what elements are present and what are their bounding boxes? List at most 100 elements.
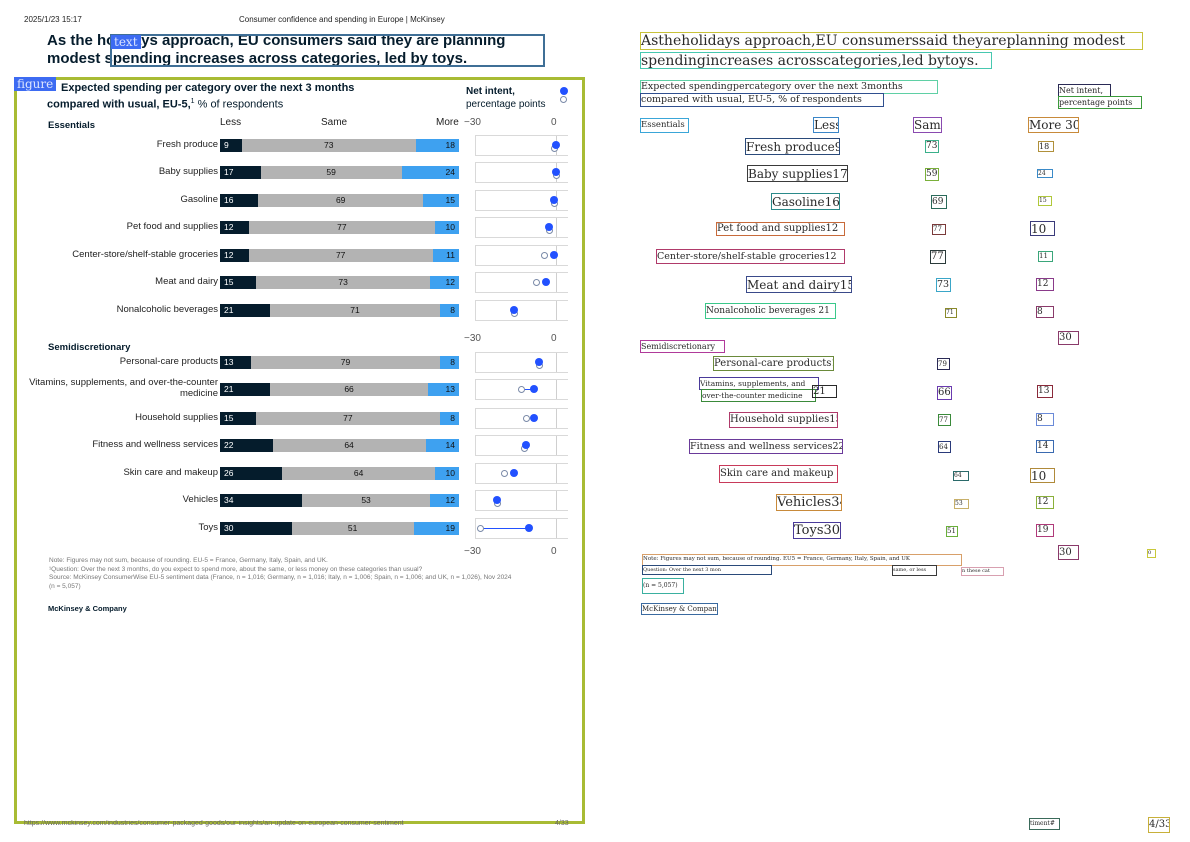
chart-subtitle-footnote: 1 [190, 98, 195, 105]
net-intent-cell [475, 135, 568, 156]
intent-dot [529, 385, 538, 393]
category-label: Fitness and wellness services [92, 439, 218, 450]
bar-segment-same: 73 [255, 276, 431, 289]
bar-segment-more: 24 [401, 166, 459, 179]
ocr-box-r13m: 12 [1036, 496, 1054, 509]
intent-dot [549, 196, 558, 204]
bar-segment-less: 22 [220, 439, 273, 452]
stacked-bar: 30 51 19 [220, 522, 459, 535]
bar-segment-more: 19 [413, 522, 459, 535]
intent-dot [542, 278, 551, 286]
ocr-box-r12: Skin care and makeup 26 [719, 465, 838, 483]
bar-segment-same: 51 [291, 522, 414, 535]
stacked-bar: 26 64 10 [220, 467, 459, 480]
ocr-box-footer-mid: timent# [1029, 818, 1060, 830]
net-intent-cell [475, 217, 568, 238]
ocr-box-r2m: 24 [1037, 169, 1053, 178]
footer-url[interactable]: https://www.mckinsey.com/industries/cons… [24, 820, 404, 827]
bar-segment-more: 15 [423, 194, 459, 207]
stacked-bar: 12 77 11 [220, 249, 459, 262]
ocr-box-r10s: 77 [938, 414, 951, 426]
change-arrow [483, 528, 529, 529]
intent-dot [522, 441, 531, 449]
column-less: Less [220, 117, 242, 128]
section-essentials: Essentials [48, 120, 95, 131]
ocr-box-r11s: 64 [938, 441, 951, 453]
bar-segment-same: 64 [282, 467, 436, 480]
bar-segment-less: 15 [220, 276, 256, 289]
bar-segment-more: 12 [430, 494, 459, 507]
ocr-box-bottom30: 30 [1058, 545, 1079, 560]
zero-line [556, 409, 557, 428]
ocr-box-r14m: 19 [1036, 524, 1054, 537]
ocr-box-r12m: 10 [1030, 468, 1055, 483]
bar-segment-more: 8 [439, 356, 459, 369]
bar-segment-less: 26 [220, 467, 283, 480]
category-label: Vehicles [182, 494, 218, 505]
ocr-box-same: Same [913, 117, 942, 133]
ocr-box-r2: Baby supplies17 [747, 165, 848, 182]
usual-dot [476, 525, 484, 532]
footer-page-number: 4/33 [555, 820, 569, 827]
ocr-box-r4: Pet food and supplies12 [716, 222, 845, 236]
ocr-box-r11m: 14 [1036, 440, 1054, 453]
chart-subtitle-line2-prefix: compared with usual, EU-5, [47, 98, 191, 111]
ocr-box-note4: n these cat [961, 567, 1004, 576]
stacked-bar: 34 53 12 [220, 494, 459, 507]
column-same: Same [321, 117, 348, 128]
ocr-box-r6s: 73 [936, 278, 951, 292]
bar-segment-more: 18 [415, 139, 459, 152]
bar-segment-less: 15 [220, 412, 256, 425]
ocr-box-r8s: 79 [937, 358, 950, 370]
net-axis-min-2: −30 [464, 333, 481, 344]
bar-segment-more: 10 [435, 467, 459, 480]
bar-segment-more: 10 [434, 221, 459, 234]
ocr-box-bottom0: 0 [1147, 549, 1156, 558]
category-label: Meat and dairy [155, 276, 218, 287]
chart-subtitle-line2-suffix: % of respondents [194, 98, 284, 111]
ocr-box-r13s: 53 [954, 499, 969, 509]
ocr-box-r1: Fresh produce9 [745, 138, 840, 155]
ocr-box-r6m: 12 [1036, 278, 1054, 291]
ocr-box-r9s: 66 [937, 386, 952, 400]
ocr-box-r1m: 18 [1038, 141, 1054, 152]
bar-segment-more: 8 [439, 304, 459, 317]
ocr-box-r7s: 71 [945, 308, 957, 318]
bar-segment-same: 69 [258, 194, 424, 207]
bar-segment-less: 21 [220, 383, 271, 396]
ocr-box-note5: (n = 5,057) [642, 578, 684, 594]
ocr-box-r6: Meat and dairy15 [746, 276, 852, 293]
usual-dot [518, 386, 526, 393]
intent-dot [552, 168, 560, 176]
ocr-box-r5m: 11 [1038, 251, 1053, 262]
bar-segment-more: 13 [427, 383, 459, 396]
stacked-bar: 21 71 8 [220, 304, 459, 317]
page-title: As the holidays approach, EU consumers s… [47, 32, 506, 67]
ocr-box-r1s: 73 [925, 140, 939, 153]
bar-segment-more: 12 [430, 276, 459, 289]
bar-segment-same: 77 [255, 412, 440, 425]
intent-dot [544, 223, 553, 231]
bar-segment-less: 12 [220, 221, 249, 234]
stacked-bar: 12 77 10 [220, 221, 459, 234]
category-label: Vitamins, supplements, and over-the-coun… [29, 377, 218, 399]
net-intent-cell [475, 435, 568, 456]
ocr-box-brand: McKinsey & Company [641, 603, 718, 615]
intent-dot [549, 251, 558, 259]
note-line-1: Note: Figures may not sum, because of ro… [49, 557, 328, 564]
ocr-box-note1: Note: Figures may not sum, because of ro… [642, 554, 962, 566]
bar-segment-less: 21 [220, 304, 271, 317]
ocr-box-less: Less [813, 117, 839, 133]
legend-open-dot [560, 96, 567, 103]
bar-segment-same: 59 [260, 166, 402, 179]
net-intent-cell [475, 300, 568, 321]
net-intent-subtitle: percentage points [466, 99, 546, 110]
ocr-box-r10m: 8 [1036, 413, 1054, 426]
stacked-bar: 9 73 18 [220, 139, 459, 152]
net-intent-cell [475, 379, 568, 400]
note-line-4: (n = 5,057) [49, 582, 81, 590]
brand-name: McKinsey & Company [48, 604, 127, 613]
bar-segment-less: 13 [220, 356, 252, 369]
legend-filled-dot [560, 87, 568, 95]
ocr-box-net2: percentage points [1058, 96, 1142, 109]
